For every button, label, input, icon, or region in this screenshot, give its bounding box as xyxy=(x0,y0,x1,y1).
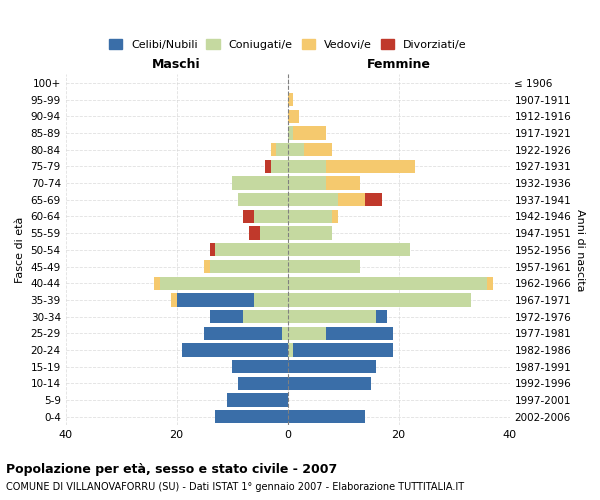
Bar xyxy=(238,376,287,390)
Bar xyxy=(287,143,304,156)
Bar xyxy=(254,210,287,223)
Bar xyxy=(376,310,388,324)
Bar xyxy=(287,344,293,356)
Bar xyxy=(205,326,282,340)
Bar xyxy=(210,310,243,324)
Bar xyxy=(326,160,415,173)
Bar xyxy=(287,410,365,424)
Bar xyxy=(205,260,210,273)
Bar xyxy=(287,93,293,106)
Bar xyxy=(332,210,338,223)
Bar xyxy=(304,143,332,156)
Bar xyxy=(210,260,287,273)
Bar xyxy=(326,326,393,340)
Bar xyxy=(277,143,287,156)
Bar xyxy=(271,160,287,173)
Text: Femmine: Femmine xyxy=(367,58,431,71)
Bar xyxy=(243,310,287,324)
Bar xyxy=(215,410,287,424)
Bar xyxy=(260,226,287,240)
Bar xyxy=(249,226,260,240)
Bar xyxy=(287,360,376,374)
Bar xyxy=(293,344,393,356)
Bar xyxy=(254,293,287,306)
Bar xyxy=(287,226,332,240)
Bar xyxy=(287,276,487,290)
Bar xyxy=(487,276,493,290)
Bar xyxy=(365,193,382,206)
Bar xyxy=(293,126,326,140)
Bar xyxy=(271,143,277,156)
Text: Maschi: Maschi xyxy=(152,58,201,71)
Bar xyxy=(287,193,338,206)
Bar xyxy=(287,176,326,190)
Bar xyxy=(287,160,326,173)
Bar xyxy=(287,210,332,223)
Bar xyxy=(210,243,215,256)
Bar xyxy=(232,176,287,190)
Bar xyxy=(287,260,360,273)
Bar xyxy=(287,376,371,390)
Bar xyxy=(232,360,287,374)
Bar xyxy=(238,193,287,206)
Bar xyxy=(287,243,410,256)
Bar xyxy=(265,160,271,173)
Bar xyxy=(182,344,287,356)
Bar xyxy=(287,326,326,340)
Bar xyxy=(287,293,470,306)
Bar xyxy=(160,276,287,290)
Bar xyxy=(176,293,254,306)
Bar xyxy=(171,293,176,306)
Text: COMUNE DI VILLANOVAFORRU (SU) - Dati ISTAT 1° gennaio 2007 - Elaborazione TUTTIT: COMUNE DI VILLANOVAFORRU (SU) - Dati IST… xyxy=(6,482,464,492)
Bar xyxy=(243,210,254,223)
Y-axis label: Anni di nascita: Anni di nascita xyxy=(575,208,585,291)
Bar xyxy=(215,243,287,256)
Bar xyxy=(338,193,365,206)
Y-axis label: Fasce di età: Fasce di età xyxy=(15,216,25,283)
Bar xyxy=(227,394,287,407)
Bar xyxy=(287,110,299,123)
Legend: Celibi/Nubili, Coniugati/e, Vedovi/e, Divorziati/e: Celibi/Nubili, Coniugati/e, Vedovi/e, Di… xyxy=(104,34,471,54)
Bar xyxy=(287,126,293,140)
Bar xyxy=(287,310,376,324)
Bar xyxy=(326,176,360,190)
Bar xyxy=(282,326,287,340)
Text: Popolazione per età, sesso e stato civile - 2007: Popolazione per età, sesso e stato civil… xyxy=(6,462,337,475)
Bar xyxy=(154,276,160,290)
